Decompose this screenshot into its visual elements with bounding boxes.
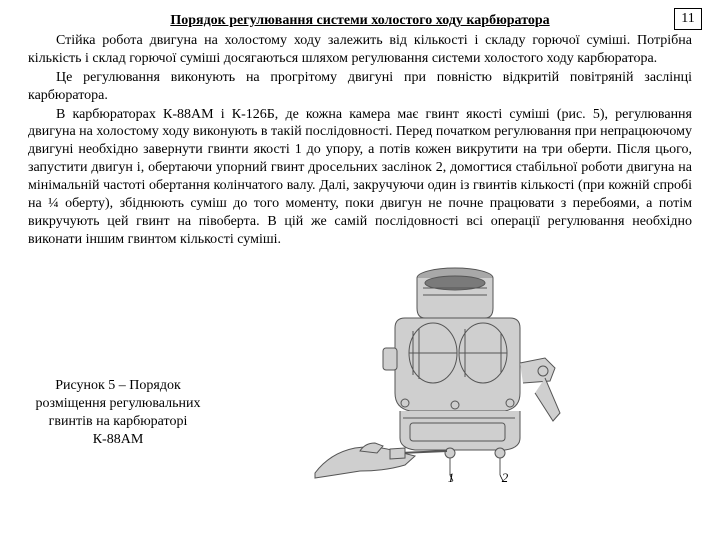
page-number-box: 11: [674, 8, 702, 30]
svg-text:1: 1: [448, 470, 455, 483]
figure-caption: Рисунок 5 – Порядок розміщення регулювал…: [28, 287, 218, 449]
figure-illustration: 1 2: [218, 253, 692, 483]
figure-area: Рисунок 5 – Порядок розміщення регулювал…: [28, 253, 692, 483]
paragraph-2: Це регулювання виконують на прогрітому д…: [28, 69, 692, 105]
paragraph-3: В карбюраторах К-88АМ і К-126Б, де кожна…: [28, 106, 692, 249]
page-title: Порядок регулювання системи холостого хо…: [28, 12, 692, 30]
paragraph-1: Стійка робота двигуна на холостому ходу …: [28, 32, 692, 68]
svg-text:2: 2: [502, 470, 509, 483]
page-number: 11: [681, 10, 694, 28]
